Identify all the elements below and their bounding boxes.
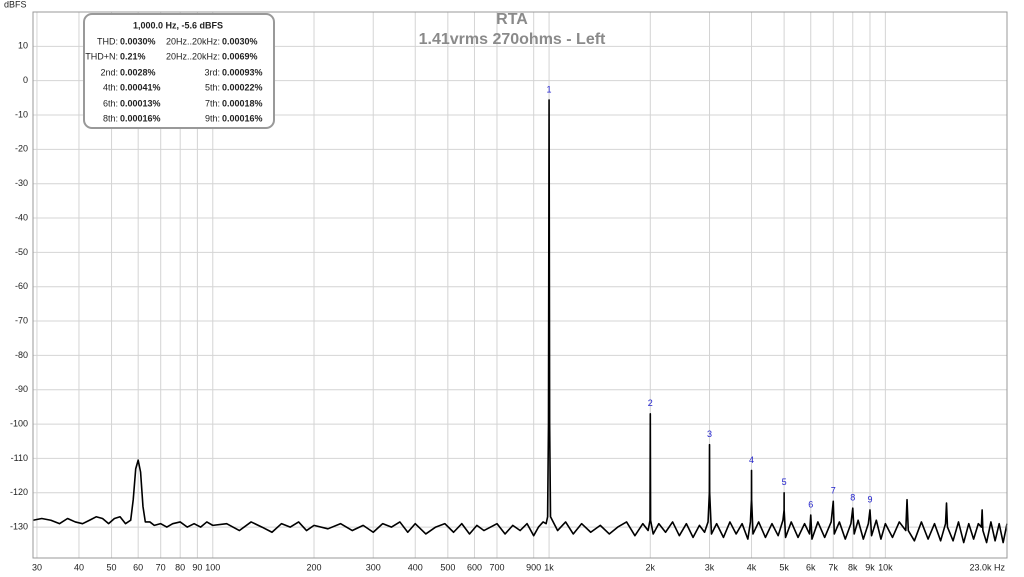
info-value: 0.00093% <box>222 67 263 77</box>
info-value: 0.0028% <box>120 67 156 77</box>
info-value: 0.00016% <box>222 113 263 123</box>
chart-title: RTA <box>496 11 528 28</box>
grid <box>33 12 1008 558</box>
harmonic-label: 1 <box>547 84 552 94</box>
x-tick-label: 200 <box>307 562 322 572</box>
info-value: 0.0069% <box>222 51 258 61</box>
x-tick-label: 70 <box>156 562 166 572</box>
x-tick-label: 700 <box>489 562 504 572</box>
info-label: 20Hz..20kHz: <box>166 36 220 46</box>
info-label: 6th: <box>103 98 118 108</box>
y-tick-label: -120 <box>10 487 28 497</box>
info-value: 0.00013% <box>120 98 161 108</box>
harmonic-label: 9 <box>867 494 872 504</box>
x-tick-label: 2k <box>646 562 656 572</box>
spectrum-line <box>32 99 1008 544</box>
x-tick-label: 7k <box>829 562 839 572</box>
x-tick-label: 23.0k Hz <box>969 562 1005 572</box>
info-value: 0.0030% <box>120 36 156 46</box>
y-tick-label: -20 <box>15 144 28 154</box>
y-tick-label: -70 <box>15 315 28 325</box>
plot-frame <box>32 11 1008 559</box>
x-tick-label: 600 <box>467 562 482 572</box>
info-value: 0.00016% <box>120 113 161 123</box>
info-label: 4th: <box>103 82 118 92</box>
harmonic-label: 8 <box>850 493 855 503</box>
plot: 1 2 3 4 5 6 7 8 9 <box>32 84 1008 544</box>
info-label: 5th: <box>205 82 220 92</box>
info-title: 1,000.0 Hz, -5.6 dBFS <box>133 20 223 30</box>
harmonic-label: 7 <box>831 486 836 496</box>
x-tick-label: 6k <box>806 562 816 572</box>
y-axis-label: dBFS <box>4 0 27 9</box>
info-value: 0.21% <box>120 51 146 61</box>
chart-subtitle: 1.41vrms 270ohms - Left <box>419 31 606 48</box>
info-label: THD: <box>97 36 118 46</box>
x-tick-label: 10k <box>878 562 893 572</box>
harmonic-label: 4 <box>749 455 754 465</box>
x-tick-label: 8k <box>848 562 858 572</box>
y-tick-label: -80 <box>15 350 28 360</box>
x-tick-label: 4k <box>747 562 757 572</box>
harmonic-label: 3 <box>707 429 712 439</box>
harmonic-label: 5 <box>782 477 787 487</box>
info-value: 0.00018% <box>222 98 263 108</box>
x-tick-label: 90 <box>192 562 202 572</box>
y-tick-label: -40 <box>15 212 28 222</box>
x-tick-label: 500 <box>440 562 455 572</box>
x-tick-label: 900 <box>526 562 541 572</box>
x-tick-label: 50 <box>107 562 117 572</box>
info-label: 3rd: <box>204 67 220 77</box>
info-label: 8th: <box>103 113 118 123</box>
x-tick-label: 9k <box>865 562 875 572</box>
info-value: 0.00022% <box>222 82 263 92</box>
info-label: 2nd: <box>100 67 118 77</box>
x-tick-label: 3k <box>705 562 715 572</box>
y-tick-label: -10 <box>15 109 28 119</box>
info-value: 0.0030% <box>222 36 258 46</box>
y-tick-label: 10 <box>18 41 28 51</box>
info-label: 7th: <box>205 98 220 108</box>
y-tick-label: -50 <box>15 247 28 257</box>
info-box: 1,000.0 Hz, -5.6 dBFS THD: 0.0030% 20Hz..2… <box>83 13 275 129</box>
x-tick-label: 100 <box>205 562 220 572</box>
info-label: 20Hz..20kHz: <box>166 51 220 61</box>
x-tick-label: 400 <box>408 562 423 572</box>
y-tick-label: -60 <box>15 281 28 291</box>
y-tick-label: -100 <box>10 418 28 428</box>
y-tick-label: -90 <box>15 384 28 394</box>
x-tick-label: 80 <box>175 562 185 572</box>
y-tick-label: -30 <box>15 178 28 188</box>
harmonic-label: 2 <box>648 398 653 408</box>
y-tick-label: -110 <box>11 453 28 463</box>
y-tick-label: 0 <box>23 75 28 85</box>
x-tick-label: 60 <box>133 562 143 572</box>
harmonic-label: 6 <box>808 499 813 509</box>
x-tick-label: 30 <box>32 562 42 572</box>
x-tick-label: 5k <box>779 562 789 572</box>
y-tick-label: -130 <box>10 521 28 531</box>
x-tick-label: 300 <box>366 562 381 572</box>
info-label: THD+N: <box>85 51 118 61</box>
x-tick-label: 40 <box>74 562 84 572</box>
info-box-frame <box>83 13 275 129</box>
info-label: 9th: <box>205 113 220 123</box>
info-value: 0.00041% <box>120 82 161 92</box>
x-tick-label: 1k <box>544 562 554 572</box>
